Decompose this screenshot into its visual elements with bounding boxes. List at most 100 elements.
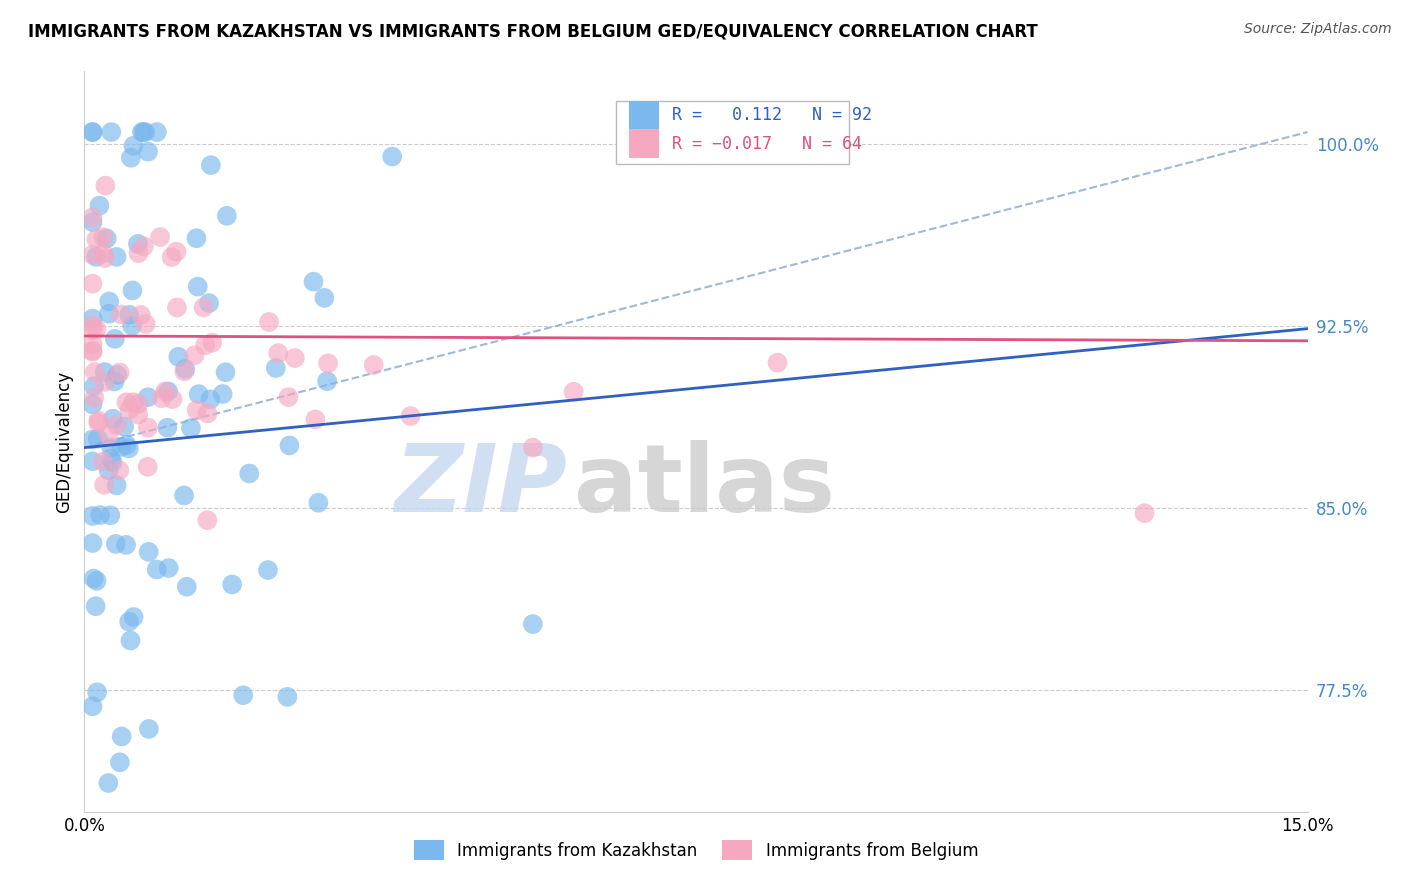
Point <box>257 315 280 329</box>
Point <box>278 438 301 452</box>
Text: atlas: atlas <box>574 440 835 532</box>
Point <box>173 364 195 378</box>
Point <box>127 408 149 422</box>
Text: R = −0.017   N = 64: R = −0.017 N = 64 <box>672 135 862 153</box>
Point <box>134 125 156 139</box>
Point <box>89 198 111 212</box>
Point <box>307 496 329 510</box>
Point <box>211 387 233 401</box>
Point <box>136 420 159 434</box>
Point <box>101 411 124 425</box>
Point <box>267 346 290 360</box>
Point <box>87 416 110 430</box>
Point <box>97 307 120 321</box>
Point <box>103 375 125 389</box>
Point <box>122 395 145 409</box>
Point <box>100 125 122 139</box>
Point <box>165 244 187 259</box>
Point <box>100 508 122 523</box>
Text: R =   0.112   N = 92: R = 0.112 N = 92 <box>672 105 872 124</box>
Point <box>136 145 159 159</box>
Point <box>257 563 280 577</box>
Point <box>186 231 208 245</box>
Point <box>84 250 107 264</box>
Point <box>200 392 222 407</box>
Point <box>97 463 120 477</box>
Point <box>82 508 104 523</box>
Point <box>115 538 138 552</box>
Point <box>193 301 215 315</box>
Point <box>127 236 149 251</box>
Point <box>194 338 217 352</box>
Point <box>122 610 145 624</box>
Point <box>84 232 107 246</box>
Bar <box>628 129 659 158</box>
Point <box>93 375 115 389</box>
Text: Source: ZipAtlas.com: Source: ZipAtlas.com <box>1244 22 1392 37</box>
Point <box>112 419 135 434</box>
Point <box>83 379 105 393</box>
Point <box>186 403 208 417</box>
Point <box>131 125 153 139</box>
Point <box>167 350 190 364</box>
Point <box>314 291 336 305</box>
Point <box>82 397 104 411</box>
Point <box>522 617 544 632</box>
Point <box>118 442 141 456</box>
Point <box>162 392 184 406</box>
Point <box>195 513 218 527</box>
Point <box>187 279 209 293</box>
Point <box>82 211 104 225</box>
Point <box>118 308 141 322</box>
Point <box>138 545 160 559</box>
Point <box>82 433 104 447</box>
Point <box>82 277 104 291</box>
Point <box>105 478 128 492</box>
Point <box>146 125 169 139</box>
Point <box>105 250 128 264</box>
Point <box>302 275 325 289</box>
Point <box>187 387 209 401</box>
Point <box>86 574 108 588</box>
Point <box>87 414 110 428</box>
Point <box>91 230 114 244</box>
Point <box>399 409 422 423</box>
Point <box>149 230 172 244</box>
Text: ZIP: ZIP <box>395 440 568 532</box>
Y-axis label: GED/Equivalency: GED/Equivalency <box>55 370 73 513</box>
Point <box>83 365 105 379</box>
Point <box>766 356 789 370</box>
Point <box>138 722 160 736</box>
Point <box>82 454 104 468</box>
Point <box>82 215 104 229</box>
Point <box>136 459 159 474</box>
Point <box>174 362 197 376</box>
Point <box>150 391 173 405</box>
Point <box>166 301 188 315</box>
Point <box>82 125 104 139</box>
Point <box>82 343 104 358</box>
Point <box>84 599 107 614</box>
Point <box>157 561 180 575</box>
Point <box>111 730 134 744</box>
Point <box>110 440 132 454</box>
Point <box>122 138 145 153</box>
Point <box>96 231 118 245</box>
Point <box>1133 506 1156 520</box>
Point <box>87 432 110 446</box>
Point <box>93 477 115 491</box>
Point <box>89 508 111 522</box>
Point <box>104 332 127 346</box>
Point <box>132 125 155 139</box>
Point <box>136 390 159 404</box>
Point <box>121 318 143 333</box>
Point <box>82 536 104 550</box>
Point <box>155 384 177 399</box>
Point <box>120 151 142 165</box>
Point <box>115 395 138 409</box>
Point <box>118 402 141 417</box>
Point <box>86 685 108 699</box>
Point <box>110 308 132 322</box>
Point <box>200 158 222 172</box>
Point <box>93 365 115 379</box>
